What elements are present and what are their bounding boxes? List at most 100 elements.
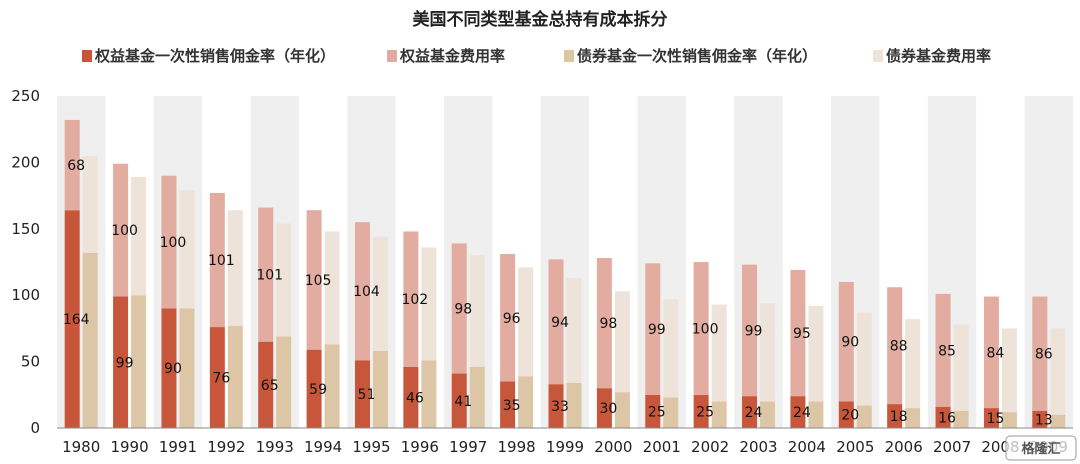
bars	[64, 119, 1066, 428]
legend-swatch	[387, 50, 397, 62]
bar-segment	[905, 408, 921, 428]
bar-segment	[113, 163, 129, 297]
bar-segment	[82, 252, 98, 428]
data-label: 25	[696, 404, 714, 420]
bar-segment	[354, 222, 370, 361]
bar-segment	[276, 336, 292, 428]
bar-segment	[596, 258, 612, 389]
x-tick-label: 2005	[836, 438, 874, 456]
band	[927, 96, 977, 428]
bar-segment	[808, 305, 824, 402]
bar-segment	[983, 408, 999, 428]
data-label: 30	[599, 401, 617, 417]
data-label: 65	[261, 378, 279, 394]
data-label: 51	[358, 387, 376, 403]
data-label: 84	[987, 345, 1005, 361]
bar-segment	[500, 381, 516, 428]
bar-segment	[82, 155, 98, 253]
bar-segment	[469, 366, 485, 428]
bar-segment	[179, 190, 195, 309]
legend-label: 债券基金费用率	[886, 47, 991, 65]
bar-segment	[548, 259, 564, 385]
data-label: 94	[551, 315, 569, 331]
legend-swatch	[564, 50, 574, 62]
legend-label: 权益基金一次性销售佣金率（年化）	[94, 47, 335, 65]
bar-segment	[131, 177, 147, 296]
bar-segment	[324, 344, 340, 428]
band	[347, 96, 396, 428]
bar-segment	[227, 210, 243, 326]
bar-segment	[518, 267, 534, 377]
bar-segment	[451, 243, 467, 374]
bar-segment	[451, 373, 467, 428]
bar-segment	[372, 236, 388, 351]
bar-segment	[905, 319, 921, 409]
data-label: 13	[1035, 412, 1053, 428]
bar-segment	[742, 396, 758, 428]
data-label: 105	[305, 273, 332, 289]
data-label: 41	[454, 394, 472, 410]
band	[540, 96, 590, 428]
bar-segment	[421, 247, 437, 361]
bar-segment	[1001, 328, 1017, 413]
x-tick-label: 1995	[352, 438, 390, 456]
x-tick-label: 1992	[207, 438, 245, 456]
bar-segment	[161, 308, 177, 428]
bar-segment	[983, 296, 999, 409]
bar-segment	[306, 349, 322, 428]
x-tick-label: 2006	[885, 438, 923, 456]
bar-segment	[258, 207, 274, 342]
bar-segment	[693, 262, 709, 395]
bar-segment	[856, 405, 872, 428]
data-label: 86	[1035, 347, 1053, 363]
y-tick-label: 50	[21, 353, 40, 371]
bar-segment	[518, 376, 534, 428]
bar-segment	[645, 263, 661, 395]
bar-segment	[324, 231, 340, 345]
x-tick-label: 2003	[739, 438, 777, 456]
bar-segment	[1032, 296, 1048, 411]
y-axis: 0 50 100 150 200 250	[11, 87, 40, 437]
bar-segment	[276, 223, 292, 337]
data-label: 98	[454, 301, 472, 317]
bar-segment	[179, 308, 195, 428]
bar-segment	[1001, 412, 1017, 428]
bar-segment	[1050, 414, 1066, 428]
chart-title: 美国不同类型基金总持有成本拆分	[413, 9, 668, 30]
data-label: 96	[503, 311, 521, 327]
bar-segment	[614, 291, 630, 393]
x-tick-label: 2004	[788, 438, 826, 456]
data-label: 25	[648, 404, 666, 420]
bar-segment	[469, 255, 485, 367]
bar-segment	[209, 192, 225, 328]
bar-segment	[935, 406, 951, 428]
bar-segment	[566, 277, 582, 383]
data-label: 16	[938, 410, 956, 426]
bar-segment	[808, 401, 824, 428]
watermark: 格隆汇	[1005, 435, 1077, 461]
data-label: 68	[67, 158, 85, 174]
y-tick-label: 200	[11, 153, 40, 171]
band	[831, 96, 880, 428]
legend-swatch	[82, 50, 92, 62]
legend-label: 债券基金一次性销售佣金率（年化）	[577, 47, 817, 65]
bar-segment	[227, 325, 243, 428]
data-label: 18	[890, 409, 908, 425]
bar-segment	[742, 264, 758, 397]
x-tick-label: 1997	[449, 438, 487, 456]
x-tick-label: 2000	[594, 438, 632, 456]
band	[153, 96, 203, 428]
bar-segment	[258, 341, 274, 428]
data-label: 101	[208, 253, 235, 269]
bar-segment	[693, 394, 709, 428]
bar-segment	[403, 231, 419, 367]
legend-swatch	[873, 50, 883, 62]
bar-segment	[161, 175, 177, 309]
data-label: 100	[692, 321, 719, 337]
x-tick-label: 1998	[498, 438, 536, 456]
legend-item: 权益基金费用率	[387, 47, 505, 65]
bar-segment	[790, 269, 806, 397]
data-label: 33	[551, 399, 569, 415]
data-label: 95	[793, 326, 811, 342]
